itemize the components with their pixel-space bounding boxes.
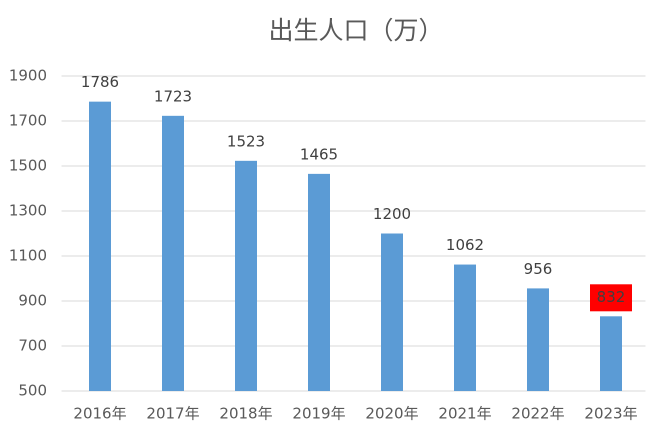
y-tick-label: 1300 [9,202,47,220]
value-label: 1523 [227,132,265,150]
x-tick-label: 2017年 [146,405,199,423]
value-label-highlight [590,284,632,312]
y-tick-label: 500 [18,382,47,400]
x-tick-label: 2018年 [219,405,272,423]
bar [381,233,403,391]
value-label: 1200 [373,205,411,223]
x-tick-label: 2019年 [292,405,345,423]
y-tick-label: 900 [18,292,47,310]
bar [308,173,330,391]
x-tick-label: 2020年 [365,405,418,423]
bar [454,264,476,391]
bar [162,115,184,391]
value-label: 1786 [81,73,119,91]
x-tick-label: 2023年 [584,405,637,423]
x-tick-label: 2016年 [73,405,126,423]
value-label: 832 [597,288,626,306]
value-label: 956 [524,260,553,278]
value-label: 1465 [300,145,338,163]
value-label: 1062 [446,236,484,254]
bar [235,160,257,391]
bar [89,101,111,392]
y-tick-label: 1500 [9,157,47,175]
y-tick-label: 700 [18,337,47,355]
x-tick-label: 2021年 [438,405,491,423]
bar [600,316,622,391]
y-tick-label: 1700 [9,112,47,130]
x-tick-label: 2022年 [511,405,564,423]
y-tick-label: 1900 [9,67,47,85]
y-tick-label: 1100 [9,247,47,265]
chart-title: 出生人口（万） [268,16,443,45]
value-label: 1723 [154,87,192,105]
bar [527,288,549,391]
